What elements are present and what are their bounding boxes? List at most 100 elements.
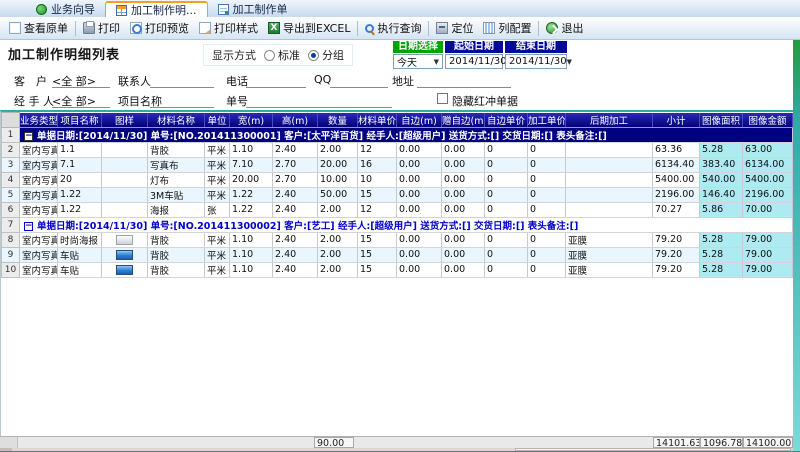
cell: 室内写真 bbox=[19, 187, 58, 203]
column-header[interactable]: 高(m) bbox=[272, 112, 318, 128]
start-date-select[interactable]: 2014/11/30 ▼ bbox=[445, 54, 512, 69]
column-header[interactable]: 宽(m) bbox=[229, 112, 273, 128]
cell: 5.28 bbox=[699, 247, 743, 263]
table-row[interactable]: 10 室内写真 车贴 背胶 平米 1.10 2.40 2.00 15 0.00 0.00 0 0 亚膜 79… bbox=[1, 261, 793, 278]
totals-row-header-pad bbox=[0, 437, 18, 449]
column-header[interactable]: 图像面积 bbox=[699, 112, 743, 128]
cell: 12 bbox=[357, 142, 397, 158]
phone-field[interactable] bbox=[246, 73, 306, 88]
order-no-field[interactable] bbox=[246, 93, 392, 108]
row-number: 7 bbox=[1, 216, 20, 233]
address-field[interactable] bbox=[417, 73, 511, 88]
locate-button[interactable]: 定位 bbox=[431, 18, 478, 38]
column-config-button[interactable]: 列配置 bbox=[478, 18, 536, 38]
cell: 0.00 bbox=[396, 142, 442, 158]
print-preview-button[interactable]: 打印预览 bbox=[125, 18, 194, 38]
cell: 0 bbox=[527, 232, 566, 248]
sample-image-thumbnail[interactable] bbox=[116, 234, 133, 245]
run-query-button[interactable]: 执行查询 bbox=[360, 18, 426, 38]
handler-field[interactable]: <全 部> bbox=[52, 93, 110, 108]
production-detail-grid: 业务类型 项目名称 图样 材料名称 单位 宽(m) 高(m) 数量 材料单价 自边(m) 赠自边(m… bbox=[0, 110, 793, 436]
total-image-area: 1096.78 bbox=[700, 437, 743, 448]
cell: 0 bbox=[484, 247, 528, 263]
column-header[interactable]: 材料名称 bbox=[147, 112, 205, 128]
end-date-select[interactable]: 2014/11/30 ▼ bbox=[505, 54, 572, 69]
h-scrollbar[interactable] bbox=[0, 448, 793, 451]
column-header[interactable]: 材料单价 bbox=[357, 112, 397, 128]
tab-label: 业务向导 bbox=[51, 3, 95, 16]
group-row[interactable]: 1− 单据日期:[2014/11/30] 单号:[NO.201411300001]… bbox=[1, 126, 793, 143]
cell: 平米 bbox=[204, 262, 230, 278]
print-style-button[interactable]: 打印样式 bbox=[194, 18, 263, 38]
cell: 亚膜 bbox=[565, 247, 653, 263]
cell: 室内写真 bbox=[19, 202, 58, 218]
sample-image-thumbnail[interactable] bbox=[116, 264, 133, 275]
cell: 0 bbox=[527, 172, 566, 188]
table-row[interactable]: 9 室内写真 车贴 背胶 平米 1.10 2.40 2.00 15 0.00 0.00 0 0 亚膜 79.… bbox=[1, 246, 793, 263]
cell: 0.00 bbox=[396, 172, 442, 188]
column-header[interactable]: 图样 bbox=[101, 112, 148, 128]
cell bbox=[565, 157, 653, 173]
tab-production-detail[interactable]: 加工制作明... bbox=[105, 1, 208, 17]
address-label: 地址 bbox=[392, 75, 414, 88]
toolbar-separator bbox=[357, 20, 359, 36]
customer-field[interactable]: <全 部> bbox=[52, 73, 110, 88]
cell: 车贴 bbox=[57, 262, 102, 278]
row-number: 2 bbox=[1, 141, 20, 158]
tab-business-wizard[interactable]: 业务向导 bbox=[26, 1, 105, 17]
scrollbar-left-arrow[interactable] bbox=[0, 448, 12, 451]
column-header[interactable]: 项目名称 bbox=[57, 112, 102, 128]
column-header[interactable]: 单位 bbox=[204, 112, 230, 128]
table-row[interactable]: 8 室内写真 时尚海报 背胶 平米 1.10 2.40 2.00 15 0.00 0.00 0 0 亚膜 7… bbox=[1, 231, 793, 248]
export-excel-button[interactable]: X 导出到EXCEL bbox=[263, 18, 355, 38]
print-style-icon bbox=[199, 22, 211, 34]
scrollbar-thumb[interactable] bbox=[515, 448, 791, 451]
collapse-icon[interactable]: − bbox=[24, 220, 33, 231]
button-label: 打印预览 bbox=[145, 22, 189, 35]
column-header[interactable]: 小计 bbox=[652, 112, 700, 128]
display-mode-label: 显示方式 bbox=[212, 49, 256, 62]
hide-red-checkbox[interactable] bbox=[437, 93, 448, 104]
cell: 0 bbox=[484, 142, 528, 158]
column-header[interactable]: 业务类型 bbox=[19, 112, 58, 128]
cell: 2196.00 bbox=[742, 187, 793, 203]
table-row[interactable]: 6 室内写真 1.22 海报张 1.22 2.40 2.00 12 0.00 0.00 0 0 70.2… bbox=[1, 201, 793, 218]
view-original-button[interactable]: 查看原单 bbox=[4, 18, 73, 38]
cell: 15 bbox=[357, 232, 397, 248]
cell: 2.40 bbox=[272, 187, 318, 203]
table-row[interactable]: 4 室内写真 20 灯布 平米 20.00 2.70 10.00 10 0.00 0.00 0 0 540… bbox=[1, 171, 793, 188]
contact-field[interactable] bbox=[150, 73, 214, 88]
date-filter: 日期选择 今天 ▼ 起始日期 2014/11/30 ▼ 结束日期 2014/11… bbox=[393, 41, 572, 69]
export-excel-icon: X bbox=[268, 22, 280, 34]
exit-button[interactable]: 退出 bbox=[541, 18, 588, 38]
cell: 1.10 bbox=[229, 262, 273, 278]
column-header[interactable]: 赠自边(m) bbox=[441, 112, 485, 128]
column-header[interactable]: 自边单价 bbox=[484, 112, 528, 128]
column-header[interactable]: 加工单价 bbox=[527, 112, 566, 128]
column-header[interactable]: 后期加工 bbox=[565, 112, 653, 128]
collapse-icon[interactable]: − bbox=[24, 130, 33, 141]
column-config-icon bbox=[483, 22, 496, 34]
date-range-select[interactable]: 今天 ▼ bbox=[393, 54, 443, 69]
project-field[interactable] bbox=[150, 93, 214, 108]
cell bbox=[565, 172, 653, 188]
cell: 1.10 bbox=[229, 247, 273, 263]
display-mode-group: 显示方式 标准 分组 bbox=[203, 44, 353, 66]
cell: 平米 bbox=[204, 247, 230, 263]
cell: 2.70 bbox=[272, 157, 318, 173]
qq-field[interactable] bbox=[330, 73, 388, 88]
cell bbox=[101, 247, 148, 263]
table-row[interactable]: 3 室内写真 7.1 写真布 平米 7.10 2.70 20.00 16 0.00 0.00 0 0 61… bbox=[1, 156, 793, 173]
column-header[interactable]: 自边(m) bbox=[396, 112, 442, 128]
radio-standard[interactable]: 标准 bbox=[264, 47, 300, 63]
group-row[interactable]: 7− 单据日期:[2014/11/30] 单号:[NO.201411300002]… bbox=[1, 216, 793, 233]
table-row[interactable]: 5 室内写真 1.22 3M车贴 平米 1.22 2.40 50.00 15 0.00 0.00 0 0… bbox=[1, 186, 793, 203]
print-button[interactable]: 打印 bbox=[78, 18, 125, 38]
table-row[interactable]: 2 室内写真 1.1 背胶 平米 1.10 2.40 2.00 12 0.00 0.00 0 0 63.3… bbox=[1, 141, 793, 158]
sample-image-thumbnail[interactable] bbox=[116, 249, 133, 260]
tab-production-order[interactable]: 加工制作单 bbox=[208, 1, 298, 17]
column-header[interactable]: 数量 bbox=[317, 112, 358, 128]
cell: 2.40 bbox=[272, 202, 318, 218]
radio-grouped[interactable]: 分组 bbox=[308, 47, 344, 63]
column-header[interactable]: 图像金额 bbox=[742, 112, 793, 128]
